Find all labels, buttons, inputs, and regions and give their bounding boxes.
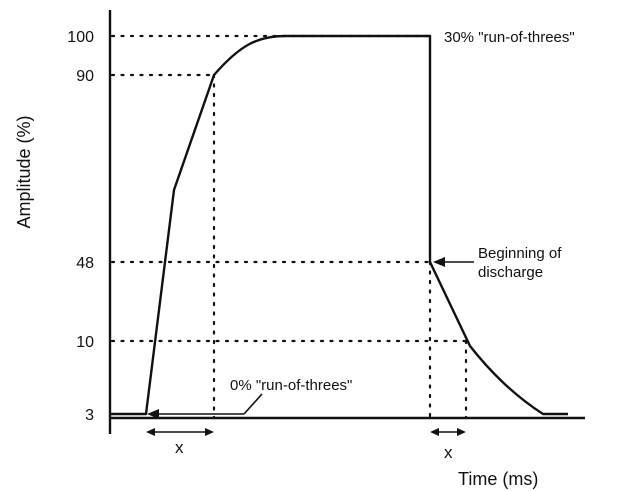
x-span-right-head-a — [430, 428, 439, 436]
run-of-threes-0-label: 0% "run-of-threes" — [230, 377, 352, 394]
amplitude-curve — [110, 34, 568, 416]
x-span-left-label: x — [175, 438, 184, 457]
y-tick-10: 10 — [76, 334, 94, 351]
x-span-right-label: x — [444, 443, 453, 462]
x-span-right-head-b — [457, 428, 466, 436]
discharge-label-line2: discharge — [478, 264, 543, 281]
x-span-left-head-a — [146, 428, 155, 436]
zero-percent-arrow-head — [147, 409, 159, 419]
y-axis-title: Amplitude (%) — [14, 115, 34, 228]
discharge-label-line1: Beginning of — [478, 245, 562, 262]
y-tick-3: 3 — [85, 407, 94, 424]
y-tick-90: 90 — [76, 68, 94, 85]
x-span-left-head-b — [205, 428, 214, 436]
x-axis-title: Time (ms) — [458, 469, 538, 489]
y-tick-100: 100 — [67, 29, 94, 46]
zero-percent-leader — [243, 393, 263, 415]
discharge-arrow-head — [433, 257, 445, 267]
run-of-threes-30-label: 30% "run-of-threes" — [444, 29, 575, 46]
y-tick-48: 48 — [76, 255, 94, 272]
